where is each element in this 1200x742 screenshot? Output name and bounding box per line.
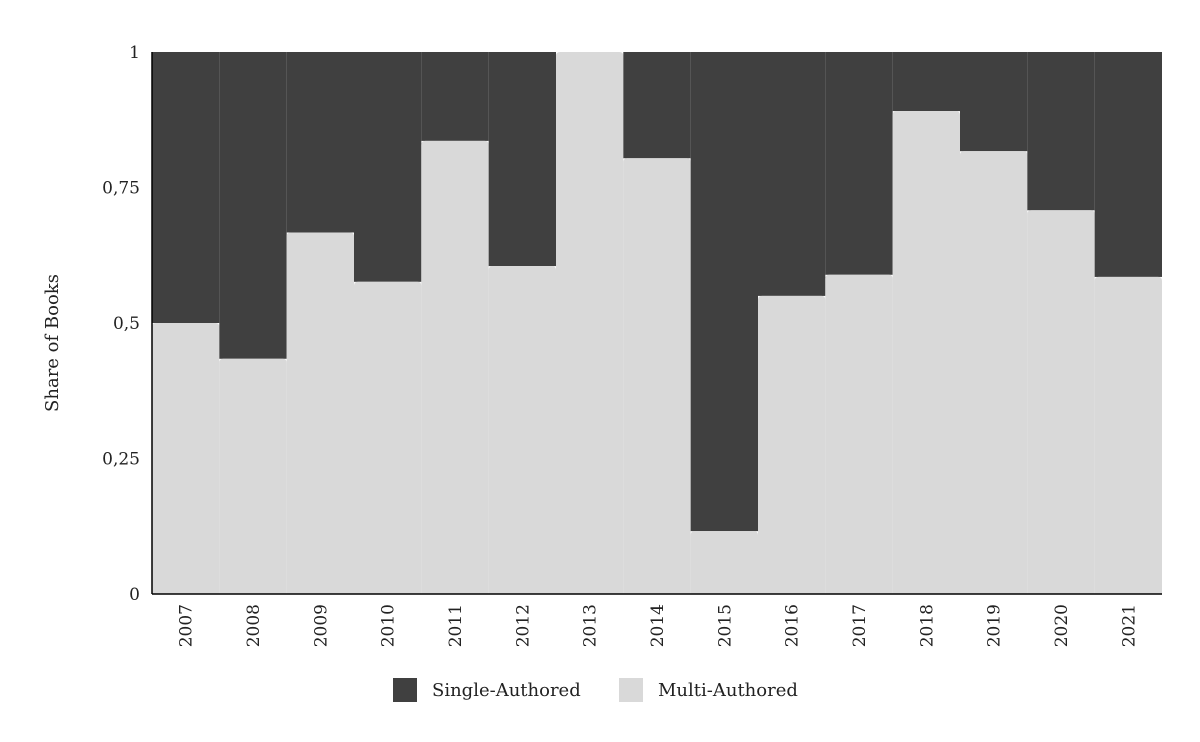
legend: Single-Authored Multi-Authored <box>393 678 798 702</box>
x-tick-label: 2020 <box>1052 604 1072 647</box>
bar-multi-authored-2017 <box>825 274 893 594</box>
x-tick-label: 2015 <box>715 604 735 647</box>
bar-multi-authored-2010 <box>354 281 422 594</box>
x-tick-label: 2017 <box>850 604 870 647</box>
legend-swatch-multi-authored <box>619 678 643 702</box>
x-tick-label: 2012 <box>513 604 533 647</box>
x-tick-label: 2016 <box>783 604 803 647</box>
bar-multi-authored-2008 <box>219 358 287 594</box>
bar-multi-authored-2009 <box>286 232 354 594</box>
bar-single-authored-2015 <box>690 52 758 532</box>
x-tick-label: 2021 <box>1119 604 1139 647</box>
y-tick-label: 0,25 <box>102 450 140 470</box>
plot-area <box>152 52 1162 594</box>
x-tick-label: 2018 <box>917 604 937 647</box>
x-tick-label: 2019 <box>985 604 1005 647</box>
bar-single-authored-2021 <box>1094 52 1162 277</box>
bar-single-authored-2018 <box>892 52 960 112</box>
x-axis: 2007 2008 2009 2010 2011 2012 2013 2014 2015 2016… <box>152 593 1162 647</box>
bar-multi-authored-2014 <box>623 158 691 594</box>
bar-single-authored-2008 <box>219 52 287 359</box>
bar-single-authored-2020 <box>1027 52 1095 211</box>
x-tick-label: 2009 <box>311 604 331 647</box>
bar-single-authored-2016 <box>758 52 826 296</box>
bar-single-authored-2007 <box>152 52 220 323</box>
y-tick-label: 0,75 <box>102 179 140 199</box>
y-axis: 0 0,25 0,5 0,75 1 <box>102 43 153 605</box>
bar-single-authored-2017 <box>825 52 893 275</box>
bar-single-authored-2010 <box>354 52 422 282</box>
x-tick-label: 2007 <box>177 604 197 647</box>
y-tick-label: 1 <box>129 43 140 63</box>
x-tick-label: 2013 <box>581 604 601 647</box>
bar-single-authored-2014 <box>623 52 691 159</box>
bar-single-authored-2009 <box>286 52 354 233</box>
x-tick-label: 2008 <box>244 604 264 647</box>
bar-multi-authored-2021 <box>1094 276 1162 594</box>
bar-multi-authored-2007 <box>152 323 220 594</box>
bar-multi-authored-2018 <box>892 111 960 594</box>
x-tick-label: 2014 <box>648 604 668 647</box>
bar-multi-authored-2012 <box>488 266 556 594</box>
y-axis-label: Share of Books <box>42 274 63 412</box>
legend-label-single-authored: Single-Authored <box>432 680 581 701</box>
bar-multi-authored-2011 <box>421 140 489 594</box>
bar-multi-authored-2016 <box>758 295 826 594</box>
x-tick-label: 2011 <box>446 604 466 647</box>
y-tick-label: 0,5 <box>113 314 140 334</box>
bar-single-authored-2011 <box>421 52 489 141</box>
bar-single-authored-2019 <box>960 52 1028 152</box>
bar-single-authored-2012 <box>488 52 556 267</box>
bar-multi-authored-2013 <box>556 52 624 594</box>
y-tick-label: 0 <box>129 585 140 605</box>
bar-multi-authored-2020 <box>1027 210 1095 594</box>
bar-multi-authored-2019 <box>960 151 1028 594</box>
bar-multi-authored-2015 <box>690 531 758 594</box>
legend-swatch-single-authored <box>393 678 417 702</box>
x-tick-label: 2010 <box>379 604 399 647</box>
legend-label-multi-authored: Multi-Authored <box>658 680 798 701</box>
